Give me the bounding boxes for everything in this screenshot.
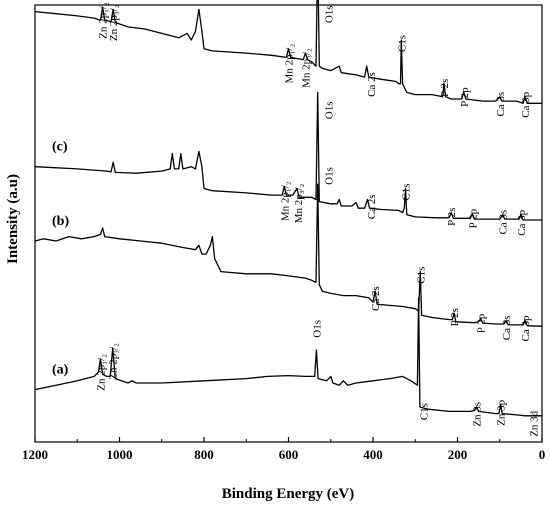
- peak-label-17: P 2p: [467, 208, 479, 228]
- peak-label-29: O1s: [311, 320, 323, 338]
- peak-label-4: O1s: [324, 5, 336, 23]
- x-tick-label-1200: 1200: [22, 447, 48, 462]
- peak-label-10: Ca 3p: [520, 91, 532, 117]
- peak-label-7: P 2s: [439, 79, 451, 97]
- x-tick-label-200: 200: [448, 447, 468, 462]
- peak-label-25: Ca 3s: [501, 316, 513, 341]
- peak-label-14: Ca 2s: [366, 195, 378, 220]
- peak-label-27: Zn 2p₁/₂: [96, 354, 108, 391]
- peak-label-22: C1s: [415, 267, 427, 284]
- spectrum-a: [34, 297, 542, 417]
- peak-label-15: C1s: [401, 184, 413, 201]
- x-tick-label-600: 600: [279, 447, 299, 462]
- peak-label-12: Mn 2p₃/₂: [293, 183, 305, 223]
- peak-label-1: Zn 2p₃/₂: [108, 4, 120, 41]
- series-label-b: (b): [52, 214, 69, 229]
- peak-label-16: P 2s: [446, 208, 458, 226]
- peak-label-6: C1s: [396, 35, 408, 52]
- peak-label-5: Ca 2s: [366, 72, 378, 97]
- series-label-group: (d)(c)(b)(a): [52, 140, 69, 378]
- x-tick-label-0: 0: [539, 447, 546, 462]
- spectrum-b: [34, 183, 543, 327]
- y-axis-title: Intensity (a.u): [5, 174, 21, 264]
- series-label-a: (a): [52, 363, 69, 378]
- x-tick-label-1000: 1000: [107, 447, 133, 462]
- x-axis-ticks: [34, 437, 543, 442]
- peak-label-11: Mn 2p₁/₂: [279, 181, 291, 221]
- peak-label-3: Mn 2p₃/₂: [300, 48, 312, 88]
- peak-label-13: O1s: [324, 102, 336, 120]
- series-label-c: (c): [52, 140, 68, 155]
- peak-label-24: P 2p: [476, 313, 488, 333]
- spectrum-d: [34, 0, 542, 104]
- x-axis-tick-labels: 1200 1000 800 600 400 200 0: [22, 447, 545, 462]
- peak-label-19: Ca 3p: [516, 209, 528, 235]
- x-axis-title: Binding Energy (eV): [222, 486, 355, 502]
- peak-label-18: Ca 3s: [498, 210, 510, 235]
- spectra-group: [34, 0, 543, 417]
- peak-label-28: Zn 2p₃/₂: [108, 343, 120, 380]
- peak-label-20: O1s: [324, 167, 336, 185]
- peak-label-23: P 2s: [449, 308, 461, 326]
- peak-label-0: Zn 2p₁/₂: [98, 2, 110, 39]
- peak-label-31: Zn 3s: [472, 402, 484, 427]
- x-tick-label-400: 400: [363, 447, 383, 462]
- peak-label-8: P 2p: [459, 87, 471, 107]
- peak-label-26: Ca 3p: [520, 315, 532, 341]
- peak-label-30: C1s: [419, 403, 431, 420]
- peak-label-2: Mn 2p₁/₂: [284, 44, 296, 84]
- peak-label-9: Ca 3s: [495, 92, 507, 117]
- peak-label-33: Zn 3d: [529, 410, 541, 436]
- spectrum-c: [34, 91, 542, 221]
- x-tick-label-800: 800: [194, 447, 214, 462]
- peak-label-21: Ca 2s: [370, 286, 382, 311]
- peak-label-32: Zn 3p: [496, 399, 508, 425]
